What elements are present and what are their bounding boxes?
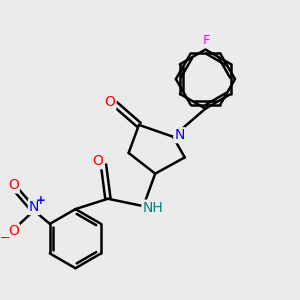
Text: N: N <box>174 128 184 142</box>
Text: O: O <box>105 95 116 109</box>
Text: +: + <box>36 194 46 207</box>
Text: F: F <box>203 34 211 47</box>
Text: O: O <box>8 178 19 193</box>
Text: O: O <box>92 154 103 168</box>
Text: NH: NH <box>142 201 163 214</box>
Text: O: O <box>8 224 19 238</box>
Text: N: N <box>29 200 39 214</box>
Text: −: − <box>0 232 10 245</box>
